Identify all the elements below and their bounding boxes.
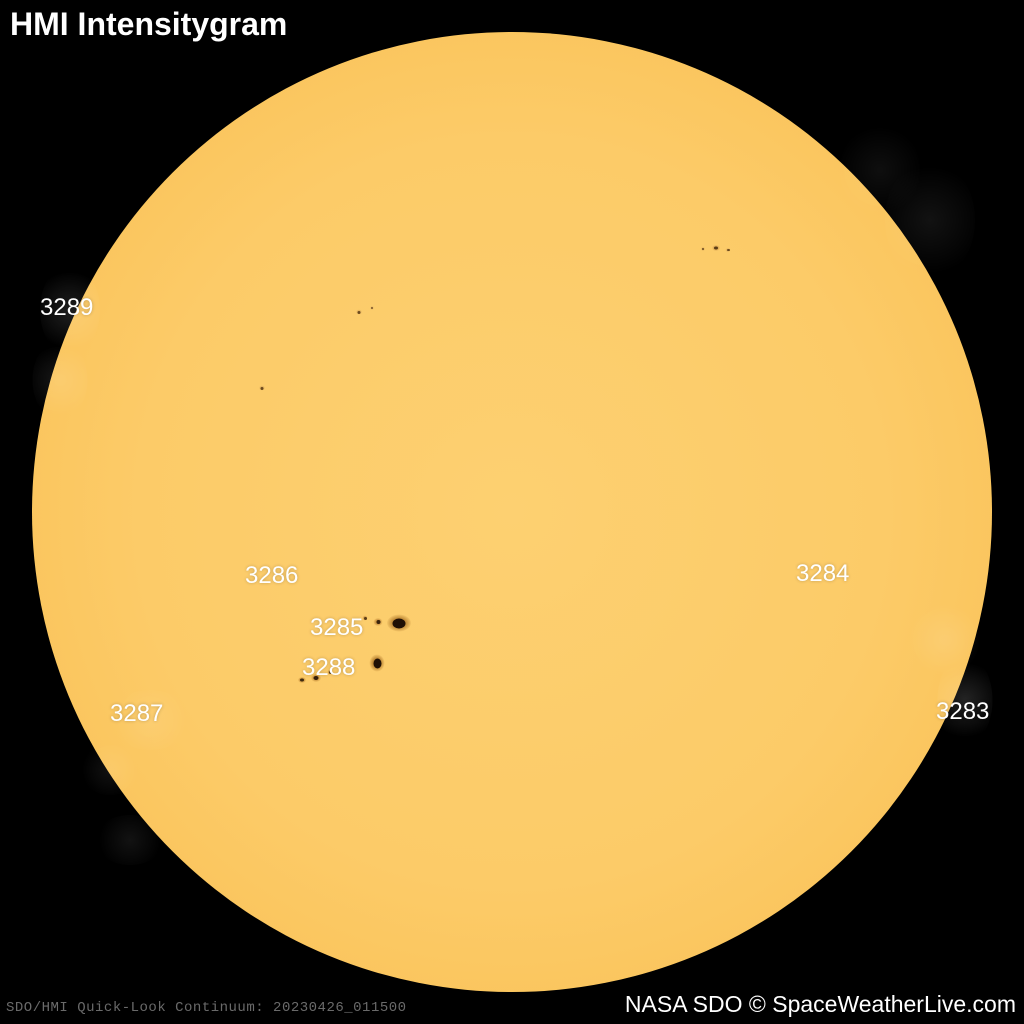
region-label-3288: 3288	[302, 654, 355, 682]
faculae-patch	[80, 745, 140, 795]
image-title: HMI Intensitygram	[10, 6, 287, 43]
sunspot	[370, 655, 385, 672]
sunspot	[370, 306, 374, 310]
image-timestamp: SDO/HMI Quick-Look Continuum: 20230426_0…	[6, 1000, 407, 1016]
region-label-3284: 3284	[796, 560, 849, 588]
region-label-3287: 3287	[110, 700, 163, 728]
region-label-3289: 3289	[40, 294, 93, 322]
sunspot	[374, 618, 383, 626]
region-label-3285: 3285	[310, 614, 363, 642]
sunspot	[356, 310, 362, 315]
sunspot	[259, 386, 265, 391]
region-label-3286: 3286	[245, 562, 298, 590]
image-credit: NASA SDO © SpaceWeatherLive.com	[625, 991, 1016, 1018]
region-label-3283: 3283	[936, 698, 989, 726]
faculae-patch	[95, 815, 165, 865]
sunspot	[712, 245, 720, 251]
faculae-patch	[33, 340, 88, 420]
faculae-patch	[910, 605, 980, 675]
sunspot	[726, 248, 731, 252]
sunspot	[701, 247, 705, 251]
sunspot	[387, 615, 411, 632]
faculae-patch	[840, 125, 920, 215]
